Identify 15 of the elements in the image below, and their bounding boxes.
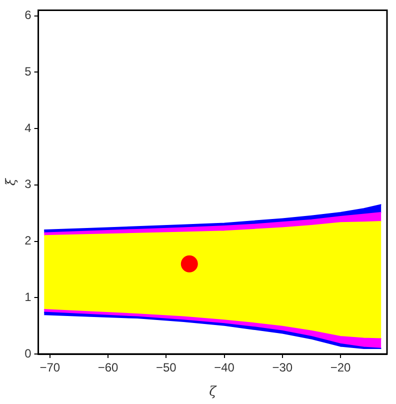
- y-tick-label: 6: [24, 8, 32, 22]
- x-tick-label: −30: [272, 360, 293, 375]
- x-axis-title: ζ: [209, 384, 218, 400]
- x-tick-label: −40: [214, 360, 235, 375]
- x-tick-label: −70: [40, 360, 60, 375]
- x-tick-label: −60: [98, 360, 119, 375]
- y-axis-title: ξ: [4, 178, 20, 186]
- y-tick-label: 5: [24, 64, 32, 79]
- y-tick-label: 3: [24, 177, 32, 192]
- x-tick-label: −50: [156, 360, 177, 375]
- y-tick-label: 1: [24, 290, 32, 304]
- x-tick-label: −20: [330, 360, 352, 375]
- y-tick-label: 4: [24, 120, 32, 135]
- y-tick-label: 0: [24, 346, 32, 360]
- y-tick-label: 2: [24, 234, 32, 248]
